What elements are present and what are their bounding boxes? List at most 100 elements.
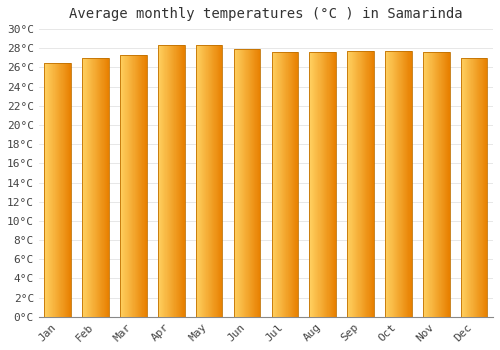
Bar (278, 52, 279, 317)
Bar (398, 51, 399, 317)
Bar (107, 58, 108, 317)
Bar (200, 46, 202, 317)
Bar (247, 49, 248, 317)
Bar (171, 46, 172, 317)
Bar (144, 55, 145, 317)
Bar (58, 63, 59, 317)
Bar (91, 58, 92, 317)
Bar (287, 52, 288, 317)
Bar (395, 51, 396, 317)
Bar (238, 49, 239, 317)
Bar (356, 51, 357, 317)
Bar (363, 51, 364, 317)
Bar (388, 51, 389, 317)
Bar (218, 46, 219, 317)
Bar (127, 55, 128, 317)
Bar (220, 46, 221, 317)
Bar (96, 58, 98, 317)
Bar (97, 58, 98, 317)
Bar (326, 52, 327, 317)
Bar (399, 51, 400, 317)
Bar (258, 49, 260, 317)
Bar (124, 55, 125, 317)
Bar (440, 52, 441, 317)
Bar (310, 52, 311, 317)
Bar (387, 51, 388, 317)
Bar (472, 58, 473, 317)
Bar (277, 52, 278, 317)
Bar (234, 49, 235, 317)
Bar (484, 58, 485, 317)
Bar (482, 58, 483, 317)
Bar (70, 63, 71, 317)
Bar (158, 46, 184, 317)
Bar (438, 52, 439, 317)
Bar (285, 52, 286, 317)
Bar (169, 46, 170, 317)
Bar (202, 46, 203, 317)
Bar (365, 51, 366, 317)
Bar (214, 46, 215, 317)
Bar (234, 49, 260, 317)
Bar (294, 52, 295, 317)
Bar (205, 46, 206, 317)
Bar (321, 52, 322, 317)
Bar (373, 51, 374, 317)
Bar (210, 46, 211, 317)
Bar (354, 51, 355, 317)
Bar (385, 51, 386, 317)
Bar (252, 49, 253, 317)
Bar (178, 46, 180, 317)
Bar (85, 58, 86, 317)
Bar (329, 52, 330, 317)
Bar (319, 52, 320, 317)
Bar (120, 55, 122, 317)
Bar (240, 49, 241, 317)
Bar (125, 55, 126, 317)
Bar (177, 46, 178, 317)
Bar (60, 63, 61, 317)
Bar (136, 55, 137, 317)
Bar (392, 51, 393, 317)
Bar (443, 52, 444, 317)
Bar (106, 58, 107, 317)
Bar (173, 46, 174, 317)
Bar (201, 46, 202, 317)
Bar (47, 63, 48, 317)
Bar (473, 58, 474, 317)
Bar (182, 46, 183, 317)
Bar (446, 52, 447, 317)
Bar (354, 51, 356, 317)
Bar (425, 52, 426, 317)
Bar (142, 55, 143, 317)
Bar (217, 46, 218, 317)
Bar (406, 51, 407, 317)
Bar (63, 63, 64, 317)
Bar (132, 55, 133, 317)
Bar (353, 51, 354, 317)
Bar (405, 51, 406, 317)
Bar (403, 51, 404, 317)
Bar (441, 52, 442, 317)
Bar (159, 46, 160, 317)
Bar (474, 58, 476, 317)
Bar (462, 58, 463, 317)
Bar (44, 63, 45, 317)
Bar (367, 51, 368, 317)
Bar (350, 51, 351, 317)
Bar (140, 55, 141, 317)
Bar (449, 52, 450, 317)
Bar (257, 49, 258, 317)
Bar (448, 52, 449, 317)
Bar (402, 51, 404, 317)
Bar (66, 63, 67, 317)
Bar (212, 46, 213, 317)
Bar (281, 52, 282, 317)
Bar (320, 52, 321, 317)
Bar (313, 52, 314, 317)
Bar (432, 52, 433, 317)
Bar (242, 49, 243, 317)
Bar (48, 63, 49, 317)
Bar (468, 58, 469, 317)
Bar (86, 58, 87, 317)
